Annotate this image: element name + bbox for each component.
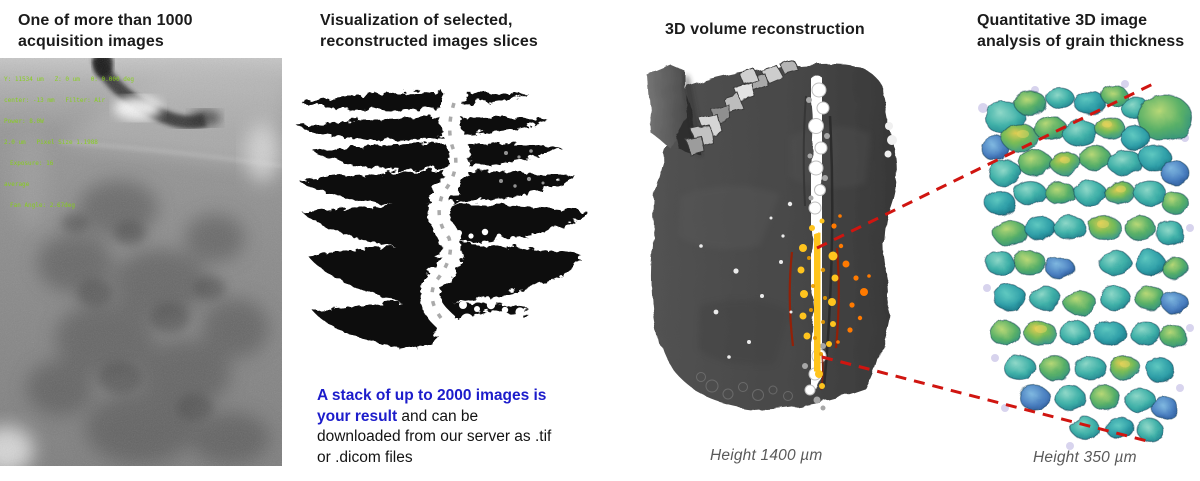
acquisition-image: Y: 11534 um Z: 0 um θ: 0.000 deg center:… — [0, 58, 282, 466]
grain-thickness-image — [975, 78, 1197, 450]
result-note-highlight: A stack of up to 2000 images is your res… — [317, 387, 547, 425]
result-note-rest: and can be downloaded from our server as… — [317, 407, 552, 466]
grain-thickness-rendering — [978, 80, 1194, 450]
analysis-height-caption: Height 350 µm — [1033, 449, 1137, 466]
slice-stack-rendering — [295, 83, 587, 357]
panel-volume-title: 3D volume reconstruction — [665, 21, 865, 38]
metadata-line: Y: 11534 um Z: 0 um θ: 0.000 deg — [4, 76, 135, 83]
metadata-line: 2.0 um Pixel Size 1.1988 — [4, 139, 98, 146]
volume-height-caption: Height 1400 µm — [710, 447, 823, 464]
metadata-line: Power: 8.0W — [4, 118, 44, 125]
panel-analysis-title: Quantitative 3D image analysis of grain … — [977, 12, 1185, 50]
acquisition-radiograph-rendering — [0, 58, 282, 466]
volume-rendering — [648, 60, 897, 411]
panel-slices-title: Visualization of selected, reconstructed… — [320, 12, 538, 50]
result-note: A stack of up to 2000 images is your res… — [317, 386, 559, 468]
metadata-line: Exposure: 16 — [10, 160, 54, 167]
panel-acquisition-title: One of more than 1000 acquisition images — [18, 12, 193, 50]
acquisition-metadata-overlay: Y: 11534 um Z: 0 um θ: 0.000 deg center:… — [4, 62, 134, 223]
metadata-line: center: -13 mm Filter: Air — [4, 97, 106, 104]
metadata-line: Fan Angle: 2.67deg — [10, 202, 76, 209]
volume-reconstruction-image — [640, 56, 922, 420]
reconstructed-slices-image — [291, 83, 593, 357]
metadata-line: average — [4, 181, 30, 188]
